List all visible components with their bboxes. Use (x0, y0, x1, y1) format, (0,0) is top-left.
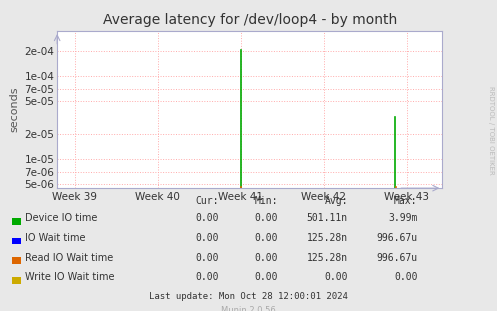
Text: 125.28n: 125.28n (307, 253, 348, 262)
Text: 0.00: 0.00 (325, 272, 348, 282)
Text: 0.00: 0.00 (255, 253, 278, 262)
Title: Average latency for /dev/loop4 - by month: Average latency for /dev/loop4 - by mont… (102, 13, 397, 27)
Text: RRDTOOL / TOBI OETIKER: RRDTOOL / TOBI OETIKER (488, 86, 494, 175)
Text: Last update: Mon Oct 28 12:00:01 2024: Last update: Mon Oct 28 12:00:01 2024 (149, 291, 348, 300)
Text: 0.00: 0.00 (195, 233, 219, 243)
Text: 996.67u: 996.67u (376, 253, 417, 262)
Y-axis label: seconds: seconds (9, 87, 19, 132)
Text: 996.67u: 996.67u (376, 233, 417, 243)
Text: 0.00: 0.00 (255, 233, 278, 243)
Text: 3.99m: 3.99m (388, 213, 417, 223)
Text: Max:: Max: (394, 196, 417, 206)
Text: 125.28n: 125.28n (307, 233, 348, 243)
Text: 0.00: 0.00 (195, 272, 219, 282)
Text: Device IO time: Device IO time (25, 213, 98, 223)
Text: Write IO Wait time: Write IO Wait time (25, 272, 115, 282)
Text: 501.11n: 501.11n (307, 213, 348, 223)
Text: 0.00: 0.00 (255, 272, 278, 282)
Text: 0.00: 0.00 (195, 213, 219, 223)
Text: IO Wait time: IO Wait time (25, 233, 86, 243)
Text: Read IO Wait time: Read IO Wait time (25, 253, 114, 262)
Text: Avg:: Avg: (325, 196, 348, 206)
Text: 0.00: 0.00 (255, 213, 278, 223)
Text: 0.00: 0.00 (195, 253, 219, 262)
Text: Min:: Min: (255, 196, 278, 206)
Text: Munin 2.0.56: Munin 2.0.56 (221, 306, 276, 311)
Text: Cur:: Cur: (195, 196, 219, 206)
Text: 0.00: 0.00 (394, 272, 417, 282)
